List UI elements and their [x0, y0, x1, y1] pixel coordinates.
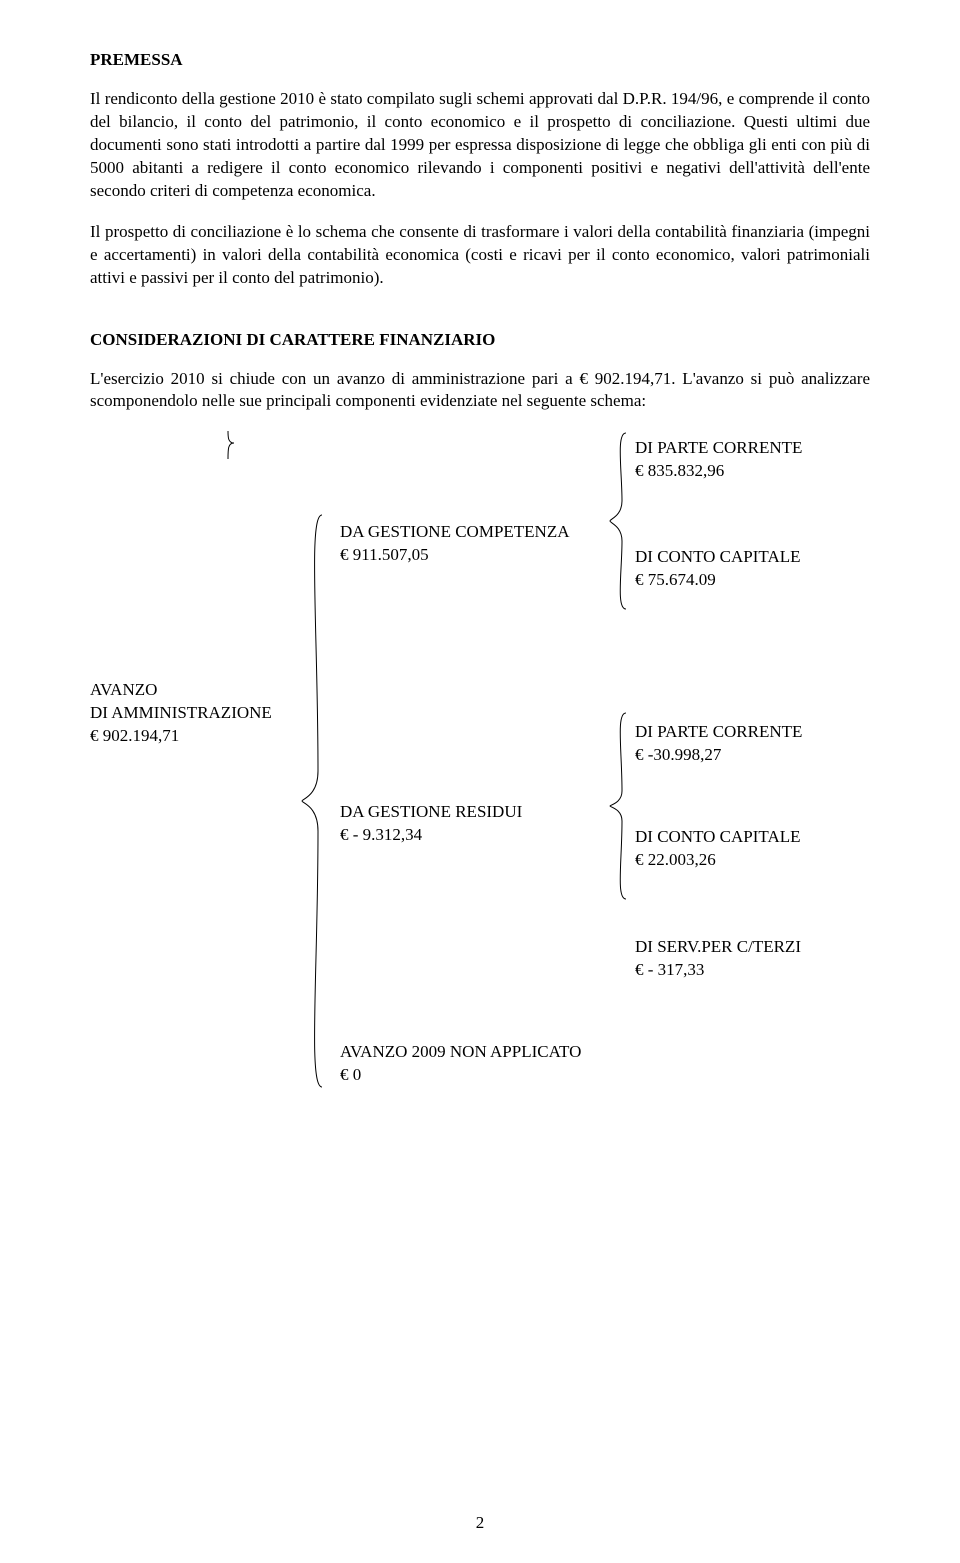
leaf-res-corrente-label: DI PARTE CORRENTE	[635, 721, 802, 744]
root-avanzo: AVANZO DI AMMINISTRAZIONE € 902.194,71	[90, 679, 272, 748]
brace-top-open	[218, 431, 238, 461]
leaf-res-capitale-label: DI CONTO CAPITALE	[635, 826, 800, 849]
leaf-comp-corrente-value: € 835.832,96	[635, 460, 802, 483]
paragraph-1: Il rendiconto della gestione 2010 è stat…	[90, 88, 870, 203]
leaf-res-terzi-value: € - 317,33	[635, 959, 801, 982]
leaf-res-corrente: DI PARTE CORRENTE € -30.998,27	[635, 721, 802, 767]
leaf-res-terzi: DI SERV.PER C/TERZI € - 317,33	[635, 936, 801, 982]
leaf-comp-corrente: DI PARTE CORRENTE € 835.832,96	[635, 437, 802, 483]
brace-comp-leaves	[608, 431, 632, 611]
brace-res-leaves	[608, 711, 632, 901]
leaf-res-capitale-value: € 22.003,26	[635, 849, 800, 872]
mid-comp-value: € 911.507,05	[340, 544, 570, 567]
mid-gestione-residui: DA GESTIONE RESIDUI € - 9.312,34	[340, 801, 522, 847]
brace-root	[300, 511, 328, 1091]
paragraph-2: Il prospetto di conciliazione è lo schem…	[90, 221, 870, 290]
root-line1: AVANZO	[90, 679, 272, 702]
premessa-heading: PREMESSA	[90, 50, 870, 70]
mid-res-label: DA GESTIONE RESIDUI	[340, 801, 522, 824]
leaf-comp-capitale-label: DI CONTO CAPITALE	[635, 546, 800, 569]
mid-comp-label: DA GESTIONE COMPETENZA	[340, 521, 570, 544]
leaf-comp-capitale: DI CONTO CAPITALE € 75.674.09	[635, 546, 800, 592]
decomposition-tree: DI PARTE CORRENTE € 835.832,96 DA GESTIO…	[90, 431, 870, 1151]
mid-gestione-competenza: DA GESTIONE COMPETENZA € 911.507,05	[340, 521, 570, 567]
leaf-res-terzi-label: DI SERV.PER C/TERZI	[635, 936, 801, 959]
mid-nonapp-value: € 0	[340, 1064, 581, 1087]
mid-res-value: € - 9.312,34	[340, 824, 522, 847]
section-heading: CONSIDERAZIONI DI CARATTERE FINANZIARIO	[90, 330, 870, 350]
mid-avanzo-non-applicato: AVANZO 2009 NON APPLICATO € 0	[340, 1041, 581, 1087]
leaf-comp-capitale-value: € 75.674.09	[635, 569, 800, 592]
paragraph-3: L'esercizio 2010 si chiude con un avanzo…	[90, 368, 870, 414]
leaf-comp-corrente-label: DI PARTE CORRENTE	[635, 437, 802, 460]
page: PREMESSA Il rendiconto della gestione 20…	[0, 0, 960, 1563]
root-line3: € 902.194,71	[90, 725, 272, 748]
mid-nonapp-label: AVANZO 2009 NON APPLICATO	[340, 1041, 581, 1064]
leaf-res-corrente-value: € -30.998,27	[635, 744, 802, 767]
leaf-res-capitale: DI CONTO CAPITALE € 22.003,26	[635, 826, 800, 872]
page-number: 2	[0, 1513, 960, 1533]
root-line2: DI AMMINISTRAZIONE	[90, 702, 272, 725]
